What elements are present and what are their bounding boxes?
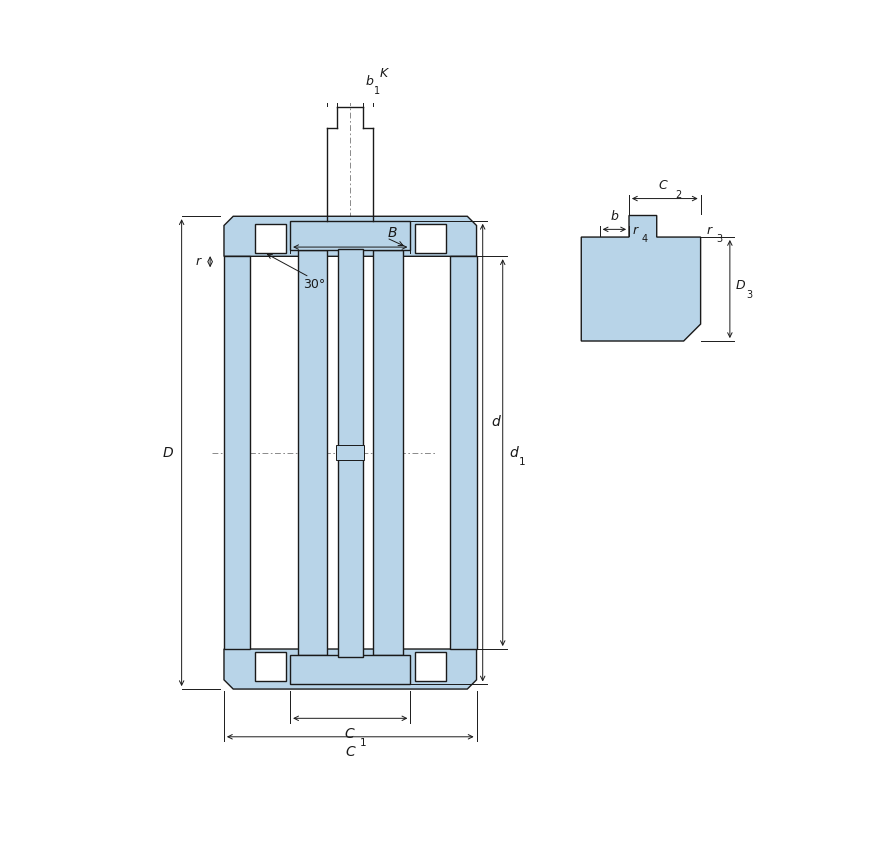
Polygon shape (290, 655, 410, 685)
Polygon shape (224, 216, 477, 256)
Polygon shape (415, 224, 445, 253)
Text: D: D (163, 446, 173, 460)
Text: d: d (509, 446, 518, 460)
Polygon shape (298, 250, 327, 655)
Text: C: C (344, 727, 354, 740)
Text: B: B (388, 226, 397, 241)
Text: K: K (380, 66, 388, 80)
Text: 3: 3 (716, 234, 722, 244)
Text: 30°: 30° (303, 278, 326, 291)
Polygon shape (581, 216, 701, 341)
Polygon shape (336, 445, 364, 460)
Text: r: r (195, 255, 200, 268)
Polygon shape (255, 224, 285, 253)
Text: 2: 2 (675, 190, 681, 199)
Text: b: b (611, 210, 619, 222)
Text: C: C (346, 746, 355, 759)
Text: D: D (736, 278, 746, 292)
Polygon shape (415, 652, 445, 681)
Text: 4: 4 (641, 234, 648, 244)
Polygon shape (374, 250, 402, 655)
Polygon shape (290, 221, 410, 250)
Polygon shape (451, 256, 477, 649)
Polygon shape (338, 248, 362, 657)
Text: d: d (492, 415, 500, 429)
Text: C: C (659, 179, 668, 192)
Text: 1: 1 (519, 457, 526, 467)
Polygon shape (224, 649, 477, 689)
Text: 1: 1 (374, 86, 381, 95)
Polygon shape (255, 652, 285, 681)
Polygon shape (224, 256, 250, 649)
Text: r: r (707, 224, 712, 237)
Text: 1: 1 (360, 738, 366, 748)
Text: r: r (632, 224, 637, 237)
Text: 3: 3 (746, 290, 752, 300)
Text: b: b (366, 75, 374, 88)
